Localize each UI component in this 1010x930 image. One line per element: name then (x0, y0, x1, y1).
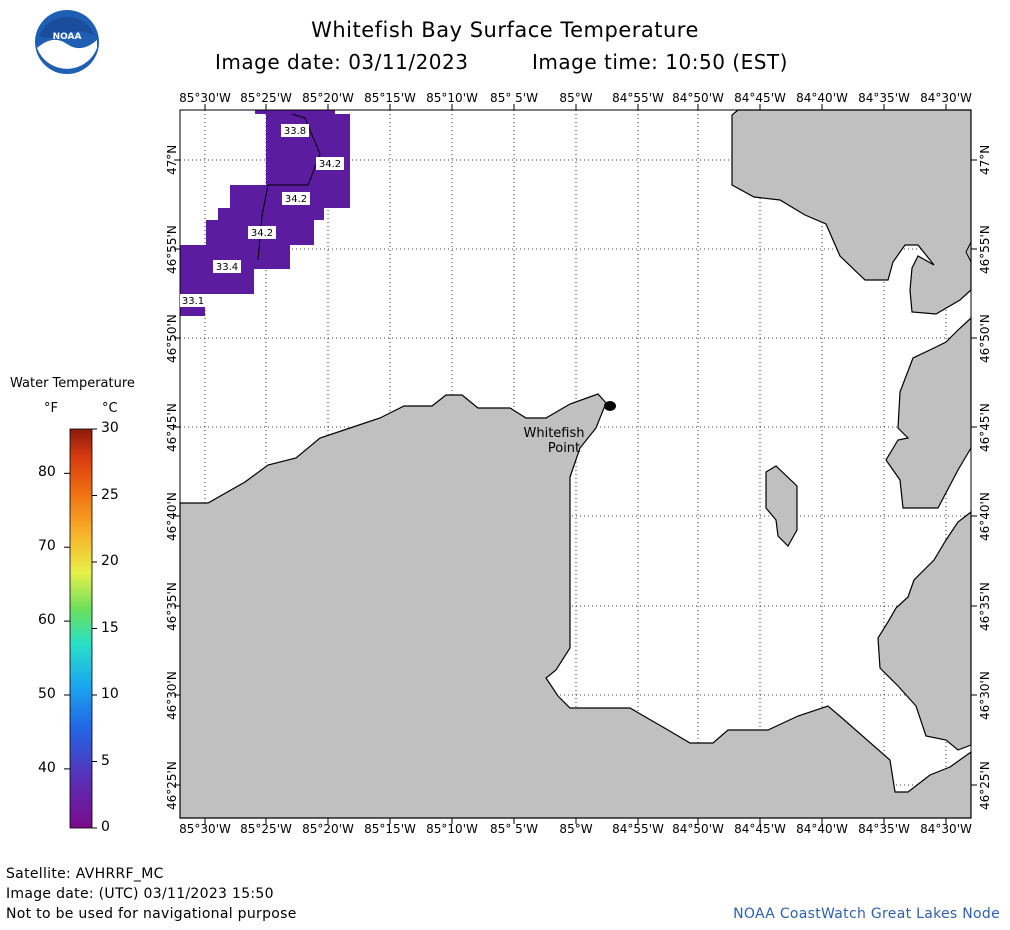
legend-fahrenheit-label: 50 (38, 686, 56, 702)
longitude-label: 84°35'W (858, 822, 910, 836)
longitude-label: 84°35'W (858, 91, 910, 105)
latitude-label: 46°35'N (165, 581, 179, 631)
longitude-label: 85°W (559, 822, 593, 836)
latitude-label: 46°30'N (165, 670, 179, 720)
latitude-label: 46°25'N (978, 760, 992, 810)
legend-celsius-label: 0 (101, 819, 110, 835)
longitude-label: 85°W (559, 91, 593, 105)
legend-color-bar (69, 428, 93, 829)
temperature-labels: 33.8 34.2 34.2 34.2 33.4 33.1 (180, 124, 344, 307)
place-label-line1: Whitefish (523, 426, 584, 441)
latitude-label: 47°N (165, 144, 179, 175)
longitude-label: 84°50'W (672, 91, 724, 105)
legend-ticks (64, 428, 97, 829)
noaa-logo-icon: NOAA (35, 10, 99, 74)
latitude-label: 46°55'N (165, 224, 179, 274)
isotherm-line (257, 113, 321, 261)
satellite-info: Satellite: AVHRRF_MC (6, 866, 164, 882)
longitude-label: 85°25'W (240, 822, 292, 836)
longitude-label: 85°15'W (364, 91, 416, 105)
longitude-label: 85° 5'W (490, 91, 538, 105)
longitude-label: 85°20'W (302, 822, 354, 836)
latitude-label: 46°50'N (978, 313, 992, 363)
longitude-label: 85°10'W (426, 822, 478, 836)
latitude-label: 46°45'N (978, 402, 992, 452)
latitude-label: 46°40'N (165, 491, 179, 541)
disclaimer: Not to be used for navigational purpose (6, 906, 297, 922)
place-label: Whitefish Point (523, 426, 584, 456)
longitude-label: 85°20'W (302, 91, 354, 105)
longitude-label: 85° 5'W (490, 822, 538, 836)
latitude-label: 47°N (978, 144, 992, 175)
place-label-line2: Point (548, 441, 580, 456)
temp-label: 33.8 (284, 126, 306, 137)
legend-fahrenheit-label: 80 (38, 464, 56, 481)
longitude-label: 84°45'W (734, 822, 786, 836)
longitude-label: 84°40'W (796, 822, 848, 836)
longitude-label: 85°15'W (364, 822, 416, 836)
temp-label: 33.1 (182, 296, 204, 307)
legend-fahrenheit-label: 60 (38, 612, 56, 629)
logo-text: NOAA (53, 32, 82, 42)
legend-fahrenheit-label: 40 (38, 759, 56, 776)
land-southeast (877, 510, 972, 751)
longitude-label: 85°30'W (179, 91, 231, 105)
latitude-label: 46°40'N (978, 491, 992, 541)
map-title: Whitefish Bay Surface Temperature (311, 18, 699, 42)
image-time: Image time: 10:50 (EST) (532, 50, 788, 74)
legend-celsius-label: 5 (101, 752, 110, 769)
legend-celsius-label: 20 (101, 553, 119, 569)
longitude-label: 84°55'W (612, 91, 664, 105)
longitude-label: 84°30'W (920, 822, 972, 836)
longitude-label: 85°30'W (179, 822, 231, 836)
legend-unit-f: °F (44, 401, 58, 416)
latitude-label: 46°35'N (978, 581, 992, 631)
land-east-middle (885, 316, 972, 509)
temp-label: 33.4 (216, 262, 238, 273)
legend-celsius-label: 10 (101, 686, 119, 702)
frame-ticks (174, 104, 977, 824)
longitude-label: 84°45'W (734, 91, 786, 105)
image-date: Image date: 03/11/2023 (215, 50, 469, 74)
longitude-label: 84°40'W (796, 91, 848, 105)
longitude-label: 85°10'W (426, 91, 478, 105)
temp-label: 34.2 (319, 159, 341, 170)
whitefish-point-marker (604, 401, 616, 411)
latitude-label: 46°45'N (165, 402, 179, 452)
latitude-label: 46°25'N (165, 760, 179, 810)
legend-unit-c: °C (102, 401, 118, 416)
island (765, 465, 798, 547)
longitude-label: 84°30'W (920, 91, 972, 105)
legend-fahrenheit-label: 70 (38, 538, 56, 555)
latitude-label: 46°50'N (165, 313, 179, 363)
temp-label: 34.2 (251, 228, 273, 239)
longitude-label: 85°25'W (240, 91, 292, 105)
credit: NOAA CoastWatch Great Lakes Node (733, 906, 1000, 922)
land-northeast (731, 109, 972, 315)
longitude-label: 84°50'W (672, 822, 724, 836)
legend-celsius-label: 25 (101, 486, 119, 503)
latitude-label: 46°55'N (978, 224, 992, 274)
utc-date: Image date: (UTC) 03/11/2023 15:50 (6, 886, 274, 902)
land-lower-peninsula (179, 393, 972, 819)
longitude-label: 84°55'W (612, 822, 664, 836)
temp-label: 34.2 (285, 194, 307, 205)
latitude-label: 46°30'N (978, 670, 992, 720)
legend-title: Water Temperature (10, 376, 135, 391)
legend-celsius-label: 30 (101, 420, 119, 436)
legend-celsius-label: 15 (101, 619, 119, 636)
